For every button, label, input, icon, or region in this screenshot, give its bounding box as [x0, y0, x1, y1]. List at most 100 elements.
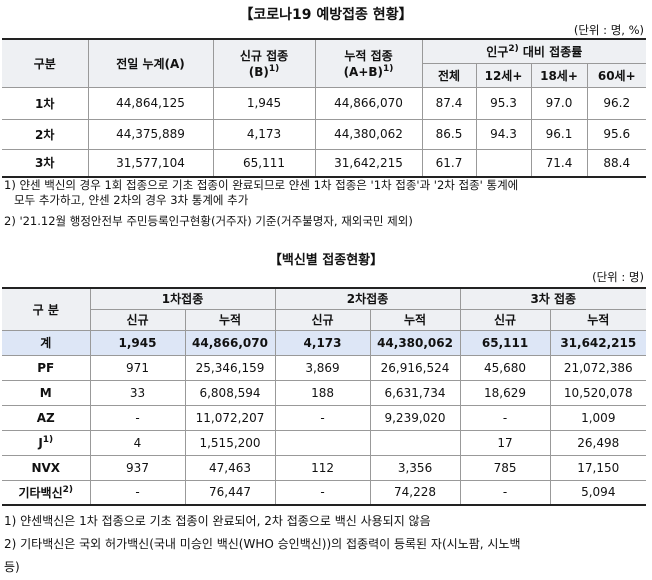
header: 신규: [459, 308, 551, 331]
header: 신규 접종 (B)1): [212, 38, 316, 88]
cell: 31,577,104: [87, 148, 214, 178]
row: 기타백신2) -76,447-74,228-5,094: [2, 479, 647, 506]
header: (B): [248, 65, 269, 80]
cell: 44,380,062: [314, 118, 423, 150]
cell: 937: [89, 454, 186, 481]
cell: 26,498: [549, 429, 647, 456]
header: 신규: [90, 308, 186, 331]
header: 누적 접종: [344, 49, 393, 64]
row-label: 기타백신2): [2, 479, 91, 506]
cell: 1,009: [549, 404, 647, 431]
row: 1차 44,864,125 1,945 44,866,070 87.4 95.3 97.0 9…: [2, 86, 646, 120]
cell: 95.6: [586, 118, 646, 150]
cell: 4: [89, 429, 186, 456]
header: 누적 접종 (A+B)1): [314, 38, 423, 88]
cell: 33: [89, 379, 186, 406]
row: 3차 31,577,104 65,111 31,642,215 61.7 71.4 88.4: [2, 148, 646, 178]
header: 인구: [486, 44, 509, 59]
cell: 88.4: [586, 148, 646, 178]
cell: 10,520,078: [549, 379, 647, 406]
cell: 17,150: [549, 454, 647, 481]
cell: -: [274, 404, 371, 431]
row-label: PF: [2, 354, 91, 381]
cell: 25,346,159: [184, 354, 276, 381]
header: 구분: [2, 38, 89, 88]
sup: 2): [62, 484, 74, 495]
label: M: [39, 385, 52, 400]
cell: 26,916,524: [369, 354, 461, 381]
cell: 76,447: [184, 479, 276, 506]
row: AZ -11,072,207-9,239,020-1,009: [2, 404, 647, 431]
cell: 44,375,889: [87, 118, 214, 150]
label: AZ: [36, 410, 55, 425]
row: M 33 6,808,594 188 6,631,734 18,629 10,520,078: [2, 379, 647, 406]
cell: 5,094: [549, 479, 647, 506]
cell: 4,173: [212, 118, 316, 150]
cell: 71.4: [530, 148, 588, 178]
cell: 971: [89, 354, 186, 381]
cell: 6,808,594: [184, 379, 276, 406]
cell: 47,463: [184, 454, 276, 481]
cell: [369, 429, 461, 456]
row-label: J1): [2, 429, 91, 456]
header: 전체: [422, 62, 477, 88]
cell: 9,239,020: [369, 404, 461, 431]
header: 12세+: [475, 62, 532, 88]
cell: 31,642,215: [549, 329, 647, 356]
cell: 18,629: [459, 379, 551, 406]
cell: 785: [459, 454, 551, 481]
unit: (단위 : 명): [592, 270, 644, 284]
note: 1) 얀센백신은 1차 접종으로 기초 접종이 완료되어, 2차 접종으로 백신…: [4, 514, 431, 528]
label: NVX: [31, 460, 61, 475]
cell: 4,173: [274, 329, 371, 356]
unit: (단위 : 명, %): [573, 23, 644, 37]
cell: 74,228: [369, 479, 461, 506]
sup: 1): [42, 435, 54, 445]
row: J1) 4 1,515,200 17 26,498: [2, 429, 647, 456]
sup: 2): [508, 43, 519, 54]
cell: 11,072,207: [184, 404, 276, 431]
row: 계 1,945 44,866,070 4,173 44,380,062 65,111 31,…: [2, 329, 647, 356]
notes: 1) 얀센백신은 1차 접종으로 기초 접종이 완료되어, 2차 접종으로 백신…: [4, 510, 521, 579]
cell: 1,515,200: [184, 429, 276, 456]
cell: 17: [459, 429, 551, 456]
cell: 3,356: [369, 454, 461, 481]
note: 모두 추가하고, 얀센 2차의 경우 3차 통계에 추가: [14, 193, 249, 207]
sup: 1): [383, 64, 394, 75]
cell: [274, 429, 371, 456]
title: 【백신별 접종현황】: [268, 253, 384, 268]
label: 계: [40, 336, 52, 350]
header: 누적: [369, 308, 461, 331]
header: 전일 누계(A): [87, 38, 214, 88]
cell: 86.5: [421, 118, 477, 150]
cell: [475, 148, 532, 178]
cell: 1,945: [212, 86, 316, 120]
cell: 96.1: [530, 118, 588, 150]
row: NVX 937 47,463 112 3,356 785 17,150: [2, 454, 647, 481]
cell: -: [89, 479, 186, 506]
cell: 44,864,125: [87, 86, 214, 120]
cell: -: [459, 479, 551, 506]
label: PF: [37, 360, 55, 375]
note: 등): [4, 560, 20, 574]
cell: 97.0: [530, 86, 588, 120]
header: (A+B): [343, 65, 384, 80]
title: 【코로나19 예방접종 현황】: [239, 7, 413, 23]
sup: 1): [268, 64, 280, 75]
cell: 65,111: [459, 329, 551, 356]
cell: 1,945: [89, 329, 186, 356]
cell: 21,072,386: [549, 354, 647, 381]
cell: -: [274, 479, 371, 506]
cell: 3,869: [274, 354, 371, 381]
header: 60세+: [586, 62, 646, 88]
cell: 188: [274, 379, 371, 406]
note: 2) '21.12월 행정안전부 주민등록인구현황(거주자) 기준(거주불명자,…: [4, 214, 413, 228]
label: 기타백신: [18, 485, 63, 500]
cell: 44,866,070: [184, 329, 276, 356]
header: 신규: [274, 308, 371, 331]
cell: 45,680: [459, 354, 551, 381]
cell: 44,380,062: [369, 329, 461, 356]
header: 2차접종: [274, 287, 461, 310]
header: 18세+: [530, 62, 588, 88]
header: 3차 접종: [459, 287, 647, 310]
